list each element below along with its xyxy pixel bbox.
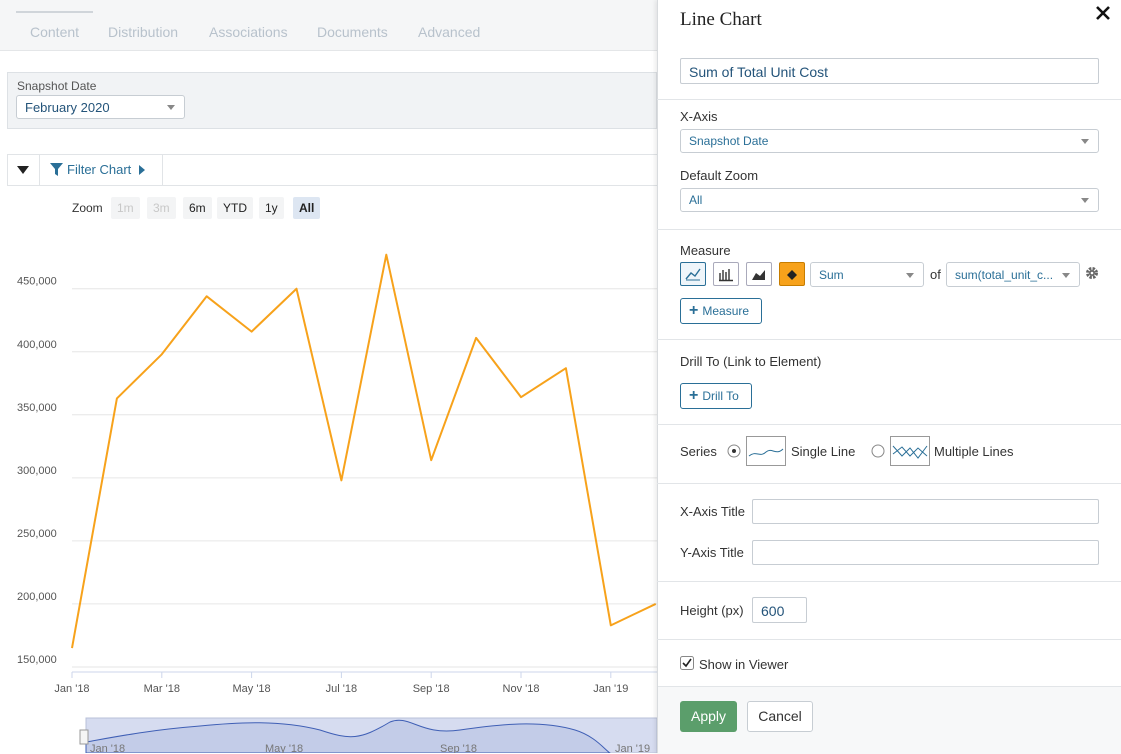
default-zoom-select[interactable]: All <box>680 188 1099 212</box>
height-input[interactable]: 600 <box>752 597 807 623</box>
zoom-label: Zoom <box>72 201 103 215</box>
drill-button-text: Drill To <box>702 389 739 403</box>
bar-type-button[interactable] <box>713 262 739 286</box>
apply-button[interactable]: Apply <box>680 701 737 732</box>
y-tick-label: 450,000 <box>17 276 57 288</box>
data-line <box>71 253 657 649</box>
x-tick-label: Jan '18 <box>54 683 89 695</box>
add-measure-text: Measure <box>702 304 750 318</box>
toolbar-divider <box>39 154 40 186</box>
tab[interactable]: Associations <box>209 24 288 40</box>
divider <box>657 424 1121 425</box>
y-tick-label: 400,000 <box>17 339 57 351</box>
x-tick-label: Sep '18 <box>413 683 450 695</box>
settings-panel <box>657 0 1121 753</box>
y-tick-label: 250,000 <box>17 528 57 540</box>
y-axis-title-label: Y-Axis Title <box>680 545 744 560</box>
x-tick-label: Nov '18 <box>503 683 540 695</box>
navigator-label: Sep '18 <box>440 743 477 753</box>
navigator-label: Jan '18 <box>90 743 125 753</box>
caret <box>139 165 145 175</box>
single-line-label: Single Line <box>791 444 856 459</box>
x-tick-label: Jan '19 <box>593 683 628 695</box>
radio-multiple[interactable] <box>871 444 885 458</box>
tab-bar <box>0 0 657 51</box>
multiple-lines-label: Multiple Lines <box>934 444 1014 459</box>
filter-label: Snapshot Date <box>17 79 97 93</box>
divider <box>657 639 1121 640</box>
tab[interactable]: Documents <box>317 24 388 40</box>
x-tick-label: Jul '18 <box>326 683 357 695</box>
x-tick-label: May '18 <box>233 683 271 695</box>
zoom-button[interactable]: 1y <box>259 197 284 219</box>
divider <box>657 581 1121 582</box>
filter-icon <box>50 163 63 176</box>
y-tick-label: 200,000 <box>17 591 57 603</box>
panel-title: Line Chart <box>680 9 762 30</box>
multiple-lines-icon <box>890 436 930 466</box>
cancel-button[interactable]: Cancel <box>747 701 813 732</box>
toolbar-divider <box>162 154 163 186</box>
default-zoom-label: Default Zoom <box>680 168 759 183</box>
zoom-button[interactable]: All <box>293 197 321 219</box>
add-measure-button[interactable]: + Measure <box>680 298 762 324</box>
x-axis-select[interactable]: Snapshot Date <box>680 129 1099 153</box>
tab[interactable]: Distribution <box>108 24 179 40</box>
color-button[interactable] <box>779 262 805 286</box>
x-axis-label: X-Axis <box>680 109 718 124</box>
field-select[interactable]: sum(total_unit_c... <box>946 262 1080 287</box>
series-label: Series <box>680 444 717 459</box>
chart-toolbar <box>7 154 657 186</box>
chart: 150,000 200,000 250,000 300,000 350,000 400,0… <box>17 253 657 695</box>
chart-title-input[interactable]: Sum of Total Unit Cost <box>680 58 1099 84</box>
collapse-toggle[interactable] <box>16 165 30 175</box>
measure-label: Measure <box>680 243 731 258</box>
divider <box>657 229 1121 230</box>
zoom-button[interactable]: 3m <box>147 197 176 219</box>
navigator-label: Jan '19 <box>615 743 650 753</box>
drill-button[interactable]: + Drill To <box>680 383 752 409</box>
single-line-icon <box>746 436 786 466</box>
y-tick-label: 300,000 <box>17 465 57 477</box>
navigator-label: May '18 <box>265 743 303 753</box>
zoom-button[interactable]: YTD <box>217 197 253 219</box>
y-axis-title-input[interactable] <box>752 540 1099 565</box>
settings-gear[interactable] <box>1085 266 1099 280</box>
of-label: of <box>930 267 941 282</box>
divider <box>657 99 1121 100</box>
radio-single[interactable] <box>727 444 741 458</box>
area-type-button[interactable] <box>746 262 772 286</box>
divider <box>657 483 1121 484</box>
y-tick-label: 350,000 <box>17 402 57 414</box>
tab-indicator <box>16 11 93 13</box>
close-button[interactable] <box>1096 6 1110 20</box>
zoom-button[interactable]: 6m <box>183 197 212 219</box>
show-in-viewer-label: Show in Viewer <box>699 657 789 672</box>
tab[interactable]: Advanced <box>418 24 481 40</box>
divider <box>657 339 1121 340</box>
drill-label: Drill To (Link to Element) <box>680 354 822 369</box>
x-tick-label: Mar '18 <box>144 683 180 695</box>
aggregation-select[interactable]: Sum <box>810 262 924 287</box>
tab[interactable]: Content <box>30 24 80 40</box>
x-axis-title-label: X-Axis Title <box>680 504 746 519</box>
filter-chart-button[interactable]: Filter Chart <box>67 162 132 177</box>
height-label: Height (px) <box>680 603 744 618</box>
y-tick-label: 150,000 <box>17 654 57 666</box>
filter-select[interactable]: February 2020 <box>16 95 185 119</box>
x-axis-title-input[interactable] <box>752 499 1099 524</box>
zoom-button[interactable]: 1m <box>111 197 140 219</box>
navigator: Jan '18 May '18 Sep '18 Jan '19 <box>79 717 657 753</box>
line-type-button[interactable] <box>680 262 706 286</box>
show-in-viewer-checkbox[interactable] <box>680 656 694 670</box>
